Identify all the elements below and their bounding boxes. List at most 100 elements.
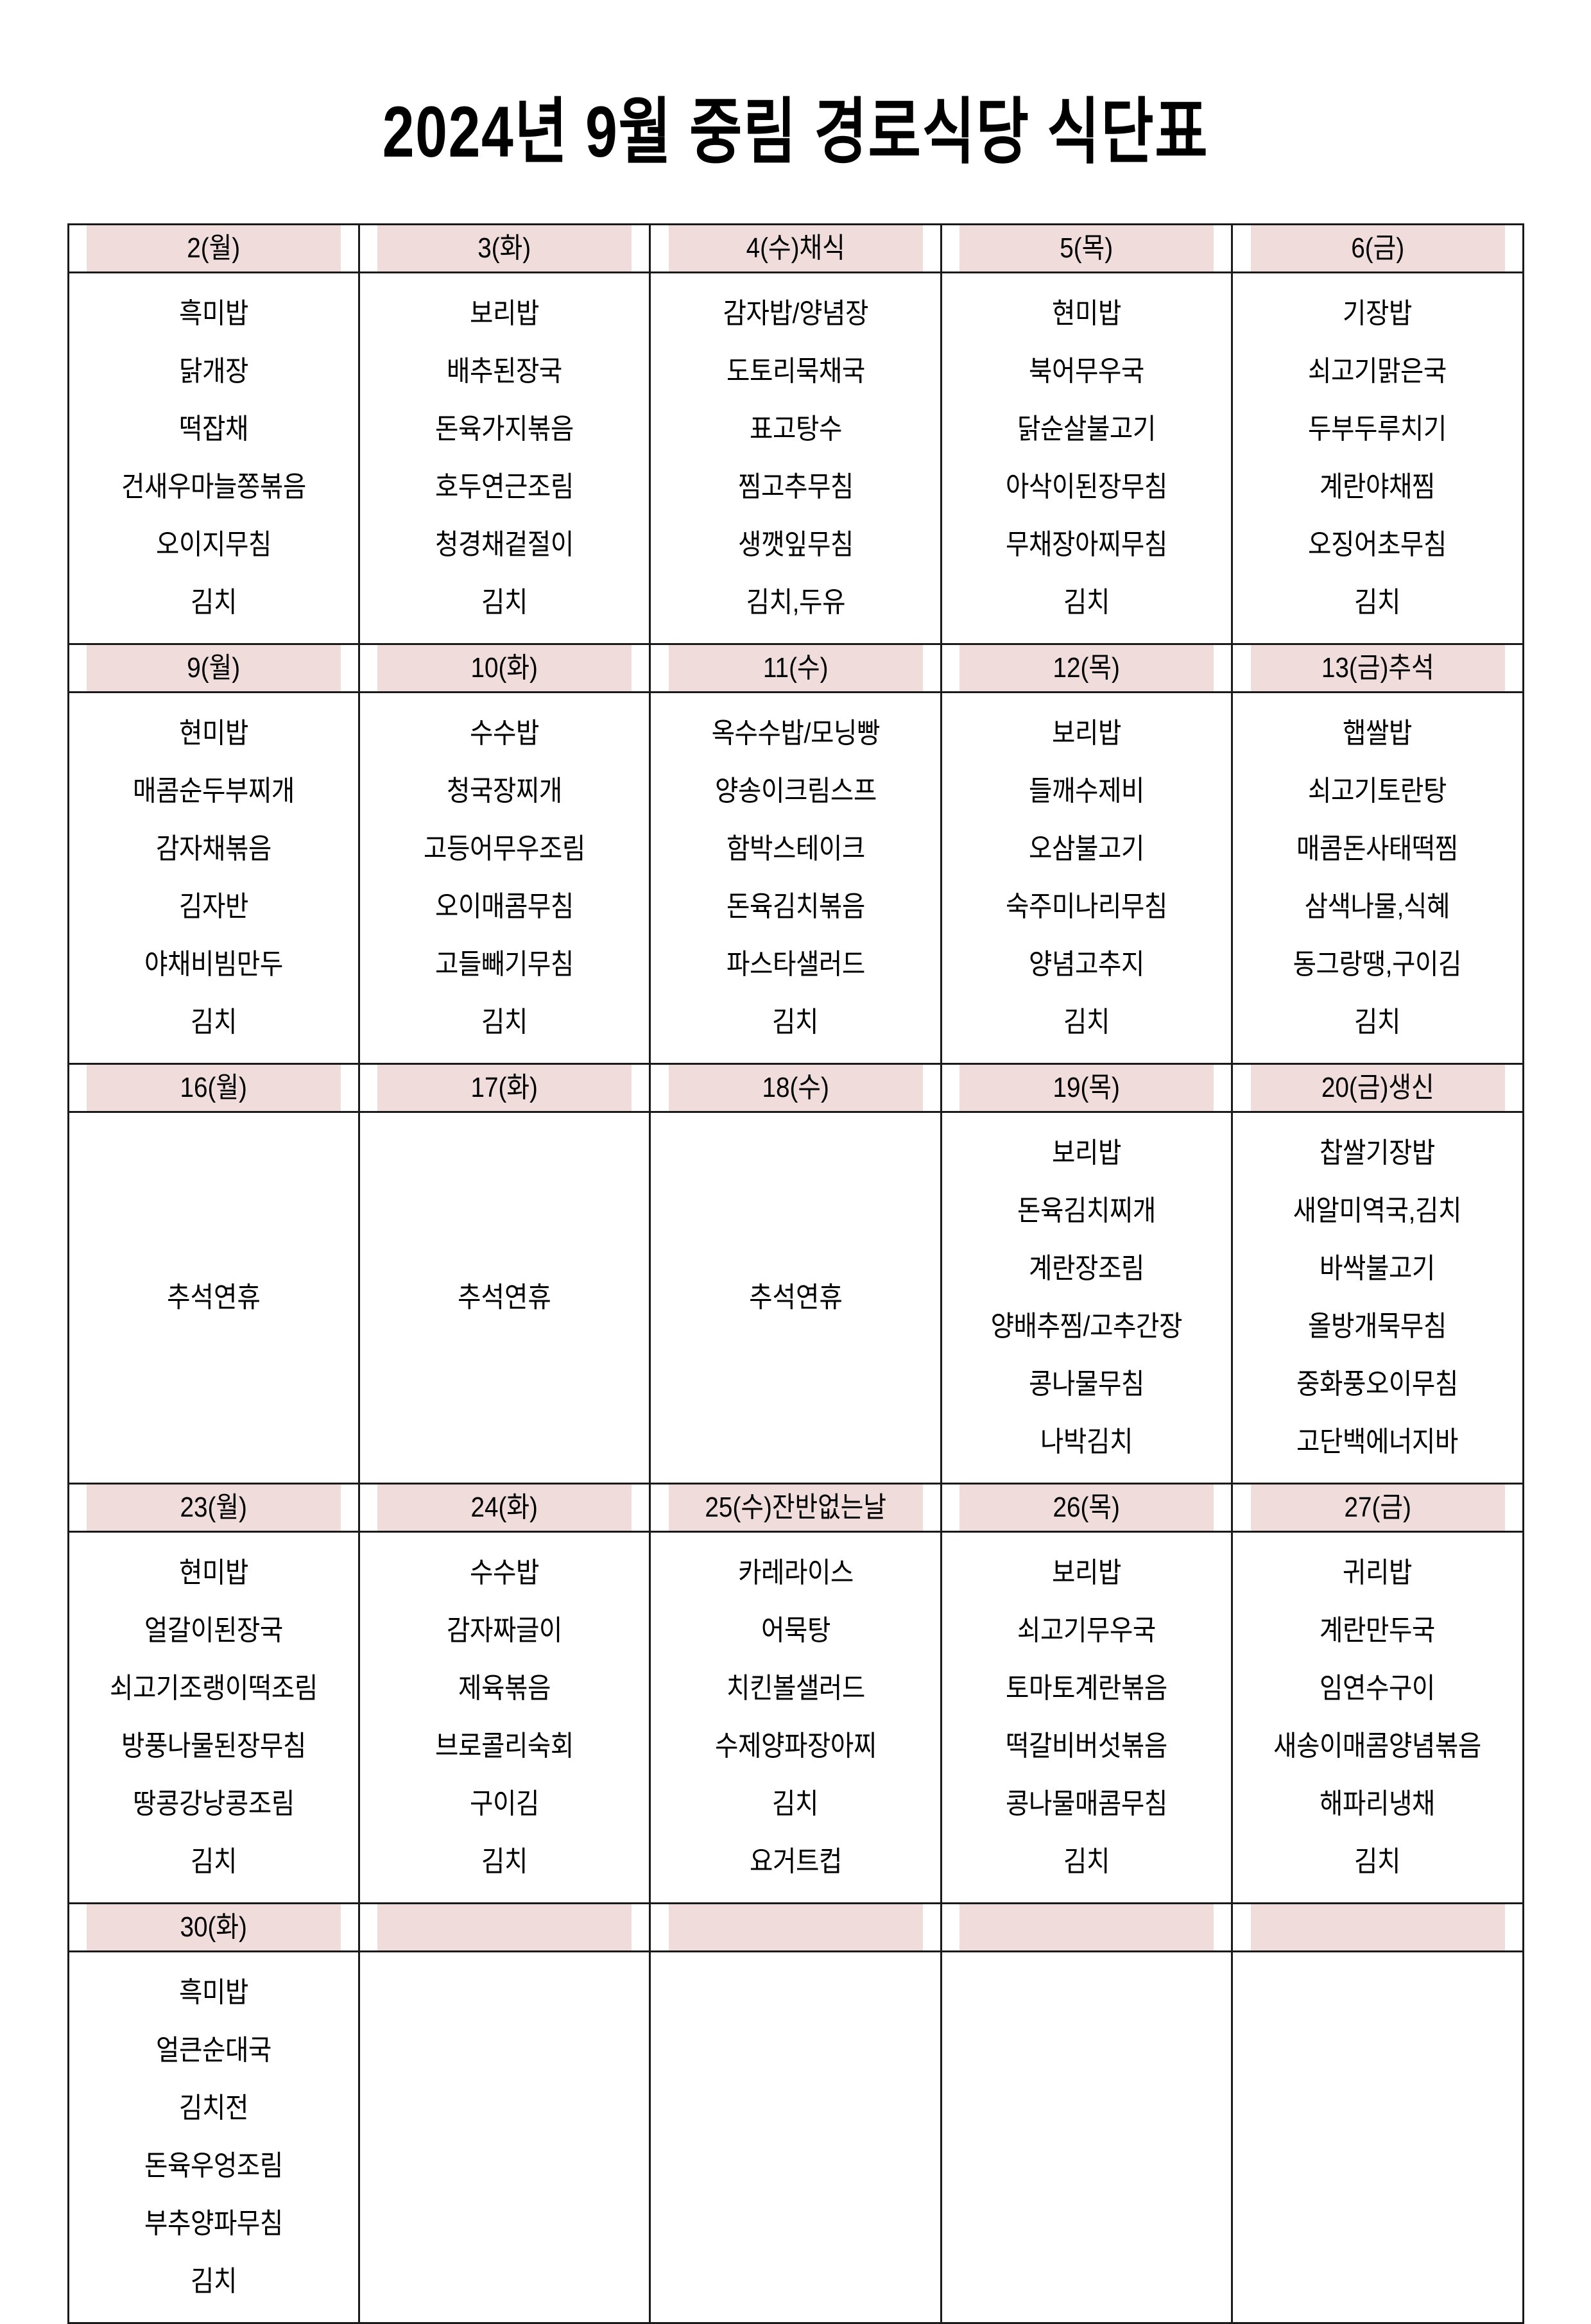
dish-item: 감자채볶음 [155,832,271,865]
dish-item: 쇠고기토란탕 [1308,775,1447,807]
day-header-empty [666,1902,925,1952]
dish-item: 떡갈비버섯볶음 [1005,1730,1167,1762]
day-header-cell: 20(금)생신 [1248,1063,1507,1113]
day-header-cell: 19(목) [958,1063,1216,1113]
day-menu-cell: 햅쌀밥 쇠고기토란탕 매콤돈사태떡찜 삼색나물,식혜 동그랑땡,구이김 김치 [1231,691,1524,1065]
week-menu-row: 흑미밥 닭개장 떡잡채 건새우마늘쫑볶음 오이지무침 김치 보리밥 배추된장국 돈육가지볶음 호두… [67,271,1524,645]
dish-item: 들깨수제비 [1028,775,1144,807]
dish-item: 귀리밥 [1343,1556,1413,1588]
dish-list: 보리밥 돈육김치찌개 계란장조림 양배추찜/고추간장 콩나물무침 나박김치 [946,1124,1227,1471]
dish-item: 부추양파무침 [144,2207,283,2239]
dish-item: 계란만두국 [1320,1614,1436,1646]
holiday-wrapper: 추석연휴 [655,1136,936,1459]
holiday-wrapper: 추석연휴 [73,1136,354,1459]
dish-item: 닭개장 [178,355,248,387]
dish-item: 콩나물매콤무침 [1005,1787,1167,1820]
dish-item: 쇠고기무우국 [1017,1614,1156,1646]
dish-item: 중화풍오이무침 [1296,1368,1459,1400]
dish-item: 얼큰순대국 [155,2034,271,2066]
dish-item: 김치 [481,1006,528,1038]
dish-item: 흑미밥 [178,297,248,329]
day-header-cell: 16(월) [84,1063,343,1113]
dish-item: 카레라이스 [737,1556,854,1588]
day-header-cell: 13(금)추석 [1248,643,1507,693]
dish-item: 수수밥 [470,717,540,749]
dish-item: 김치 [1354,586,1401,618]
dish-item: 오징어초무침 [1308,528,1447,560]
dish-item: 매콤순두부찌개 [132,775,295,807]
day-header-cell: 2(월) [84,223,343,273]
dish-item: 찜고추무침 [737,470,854,503]
dish-list: 흑미밥 닭개장 떡잡채 건새우마늘쫑볶음 오이지무침 김치 [73,285,354,632]
dish-item: 쇠고기맑은국 [1308,355,1447,387]
dish-item: 양념고추지 [1028,948,1144,980]
dish-item: 함박스테이크 [726,832,865,865]
empty-menu-cell [649,1950,942,2324]
dish-item: 고등어무우조림 [424,832,586,865]
dish-item: 브로콜리숙회 [435,1730,574,1762]
dish-item: 김치,두유 [746,586,845,618]
dish-item: 김치 [1354,1845,1401,1877]
dish-item: 닭순살불고기 [1017,413,1156,445]
empty-menu-cell [357,1950,651,2324]
holiday-cell: 추석연휴 [357,1111,651,1485]
dish-item: 얼갈이된장국 [144,1614,283,1646]
dish-list: 흑미밥 얼큰순대국 김치전 돈육우엉조림 부추양파무침 김치 [73,1964,354,2311]
dish-item: 보리밥 [1051,1137,1121,1169]
day-menu-cell: 흑미밥 닭개장 떡잡채 건새우마늘쫑볶음 오이지무침 김치 [67,271,360,645]
dish-item: 숙주미나리무침 [1005,890,1167,922]
dish-item: 새송이매콤양념볶음 [1273,1730,1482,1762]
dish-item: 구이김 [470,1787,540,1820]
dish-item: 양송이크림스프 [714,775,877,807]
day-header-cell: 24(화) [375,1483,633,1533]
day-header-cell: 11(수) [666,643,925,693]
holiday-cell: 추석연휴 [649,1111,942,1485]
dish-item: 무채장아찌무침 [1005,528,1167,560]
dish-list: 카레라이스 어묵탕 치킨볼샐러드 수제양파장아찌 김치 요거트컵 [655,1544,936,1891]
day-header-empty [375,1902,633,1952]
dish-item: 방풍나물된장무침 [121,1730,306,1762]
dish-item: 보리밥 [470,297,540,329]
week-header-row: 30(화) [68,1902,1523,1952]
dish-item: 김치 [190,1845,237,1877]
dish-item: 햅쌀밥 [1343,717,1413,749]
week-menu-row: 현미밥 얼갈이된장국 쇠고기조랭이떡조림 방풍나물된장무침 땅콩강낭콩조림 김치 수수밥 감자… [67,1531,1524,1904]
day-header-cell: 18(수) [666,1063,925,1113]
dish-item: 현미밥 [178,717,248,749]
dish-list: 현미밥 매콤순두부찌개 감자채볶음 김자반 야채비빔만두 김치 [73,705,354,1051]
day-header-cell: 6(금) [1248,223,1507,273]
dish-list: 수수밥 감자짜글이 제육볶음 브로콜리숙회 구이김 김치 [364,1544,645,1891]
day-header-cell: 25(수)잔반없는날 [666,1483,925,1533]
dish-item: 김치 [190,1006,237,1038]
day-menu-cell: 카레라이스 어묵탕 치킨볼샐러드 수제양파장아찌 김치 요거트컵 [649,1531,942,1904]
holiday-cell: 추석연휴 [67,1111,360,1485]
dish-item: 고단백에너지바 [1296,1425,1459,1458]
dish-item: 임연수구이 [1320,1672,1436,1704]
day-menu-cell: 찹쌀기장밥 새알미역국,김치 바싹불고기 올방개묵무침 중화풍오이무침 고단백에너지바 [1231,1111,1524,1485]
week-menu-row: 추석연휴 추석연휴 추석연휴 보리밥 돈육김치찌개 계란장조림 양배추찜/고추간장 콩나물무침… [67,1111,1524,1485]
dish-item: 감자밥/양념장 [723,297,868,329]
dish-list: 기장밥 쇠고기맑은국 두부두루치기 계란야채찜 오징어초무침 김치 [1237,285,1518,632]
dish-item: 새알미역국,김치 [1293,1194,1462,1227]
holiday-label: 추석연휴 [166,1281,261,1313]
dish-item: 김치 [190,2265,237,2297]
day-menu-cell: 현미밥 북어무우국 닭순살불고기 아삭이된장무침 무채장아찌무침 김치 [940,271,1234,645]
dish-item: 양배추찜/고추간장 [990,1310,1183,1342]
day-header-cell: 26(목) [958,1483,1216,1533]
day-menu-cell: 보리밥 들깨수제비 오삼불고기 숙주미나리무침 양념고추지 김치 [940,691,1234,1065]
week-header-row: 9(월) 10(화) 11(수) 12(목) 13(금)추석 [68,643,1523,693]
dish-item: 야채비빔만두 [144,948,283,980]
dish-item: 김치전 [178,2092,248,2124]
dish-item: 땅콩강낭콩조림 [132,1787,295,1820]
dish-list: 감자밥/양념장 도토리묵채국 표고탕수 찜고추무침 생깻잎무침 김치,두유 [655,285,936,632]
dish-item: 김치 [772,1787,819,1820]
dish-item: 배추된장국 [447,355,563,387]
day-header-cell: 27(금) [1248,1483,1507,1533]
day-menu-cell: 흑미밥 얼큰순대국 김치전 돈육우엉조림 부추양파무침 김치 [67,1950,360,2324]
holiday-label: 추석연휴 [458,1281,551,1313]
dish-item: 현미밥 [178,1556,248,1588]
day-header-cell: 4(수)채식 [666,223,925,273]
day-header-cell: 10(화) [375,643,633,693]
dish-item: 계란장조림 [1028,1252,1144,1284]
week-menu-row: 현미밥 매콤순두부찌개 감자채볶음 김자반 야채비빔만두 김치 수수밥 청국장찌개 고등어무우조… [67,691,1524,1065]
